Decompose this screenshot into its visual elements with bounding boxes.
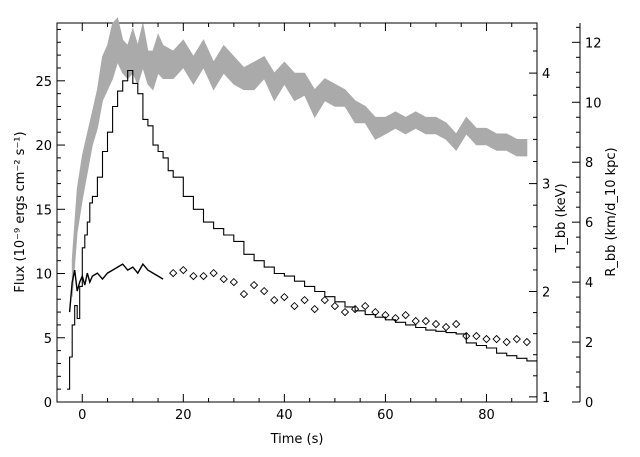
y-tick-label: 25 [35,75,52,90]
radius-point [421,316,430,326]
radius-point [462,331,471,341]
radius-point [492,334,501,344]
radius-point [189,271,198,281]
temperature-band [71,17,528,297]
radius-point [441,322,451,332]
radius-point [522,337,532,347]
radius-point [411,316,420,326]
radius-point [260,286,269,296]
radius-point [340,307,350,317]
plot-frame [56,22,538,403]
radius-point [280,292,289,302]
radius-axis-label: R_bb (km/d_10 kpc) [604,147,619,276]
radius-point [249,280,259,290]
radius-point [290,301,299,311]
x-tick-label: 80 [478,408,495,423]
radius-point [502,337,511,347]
flux-step-line [67,69,537,390]
radius-tick-label: 0 [585,396,593,411]
x-tick-label: 0 [78,408,86,423]
radius-point [239,289,249,299]
y-tick-label: 10 [35,268,52,283]
radius-tick-label: 6 [585,216,593,231]
temperature-axis-label: T_bb (keV) [554,183,569,253]
radius-point [482,334,491,344]
radius-point [350,304,360,314]
radius-point [300,295,309,305]
temp-tick-label: 3 [542,178,550,193]
radius-point [452,319,461,329]
x-axis-label: Time (s) [270,432,324,447]
radius-point [199,271,208,281]
radius-point [209,268,218,278]
y-axis-label: Flux (10⁻⁹ ergs cm⁻² s⁻¹) [13,131,28,292]
radius-early-line [68,262,164,313]
temp-tick-label: 1 [542,391,550,406]
radius-point [330,301,340,311]
x-tick-label: 60 [377,408,394,423]
radius-point [310,304,319,314]
radius-point [270,295,279,305]
radius-tick-label: 8 [585,156,593,171]
radius-point [401,310,410,320]
radius-point [179,265,188,275]
radius-point [391,313,400,323]
radius-tick-label: 10 [585,96,602,111]
radius-point [320,295,329,305]
radius-point [229,277,238,287]
radius-point [219,274,228,284]
radius-point [169,268,178,278]
y-tick-label: 20 [35,139,52,154]
plot-content [67,17,537,390]
y-tick-label: 15 [35,203,52,218]
y-tick-label: 5 [44,332,52,347]
radius-tick-label: 2 [585,336,593,351]
radius-tick-label: 4 [585,276,593,291]
radius-point [381,310,390,320]
x-tick-label: 40 [276,408,293,423]
radius-point [371,307,380,317]
y-tick-label: 0 [44,396,52,411]
temp-tick-label: 4 [542,67,550,82]
radius-point [512,334,521,344]
radius-tick-label: 12 [585,36,602,51]
temp-tick-label: 2 [542,286,550,301]
radius-point [361,301,370,311]
x-tick-label: 20 [175,408,192,423]
radius-point [431,319,441,329]
radius-point [472,331,481,341]
